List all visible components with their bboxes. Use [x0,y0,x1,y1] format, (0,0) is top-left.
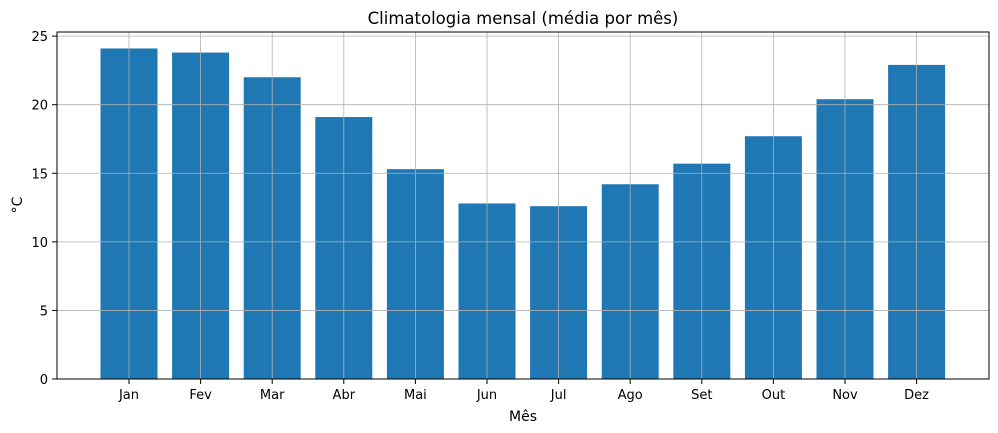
y-tick-label-20: 20 [31,99,48,114]
x-tick-label-jul: Jul [550,388,567,403]
y-tick-label-15: 15 [31,167,48,182]
x-tick-label-out: Out [762,388,786,403]
x-axis-ticks: Jan Fev Mar Abr Mai Jun Jul Ago Set Out Nov Dez [118,379,929,403]
chart-title: Climatologia mensal (média por mês) [368,9,679,28]
y-tick-label-5: 5 [40,304,48,319]
x-tick-label-jun: Jun [476,388,497,403]
x-tick-label-dez: Dez [904,388,929,403]
x-tick-label-set: Set [691,388,712,403]
y-axis-ticks: 0 5 10 15 20 25 [31,30,57,388]
plot-frame [56,31,990,380]
bars [100,48,946,380]
y-axis-label: °C [10,196,26,213]
y-tick-label-0: 0 [40,373,48,388]
grid-lines [57,32,989,380]
y-tick-label-10: 10 [31,236,48,251]
x-tick-label-mai: Mai [404,388,427,403]
x-axis-label: Mês [509,409,537,425]
y-tick-label-25: 25 [31,30,48,45]
x-tick-label-jan: Jan [118,388,139,403]
x-tick-label-mar: Mar [260,388,285,403]
x-tick-label-abr: Abr [333,388,356,403]
x-tick-label-ago: Ago [618,388,643,403]
x-tick-label-nov: Nov [832,388,858,403]
x-tick-label-fev: Fev [189,388,212,403]
